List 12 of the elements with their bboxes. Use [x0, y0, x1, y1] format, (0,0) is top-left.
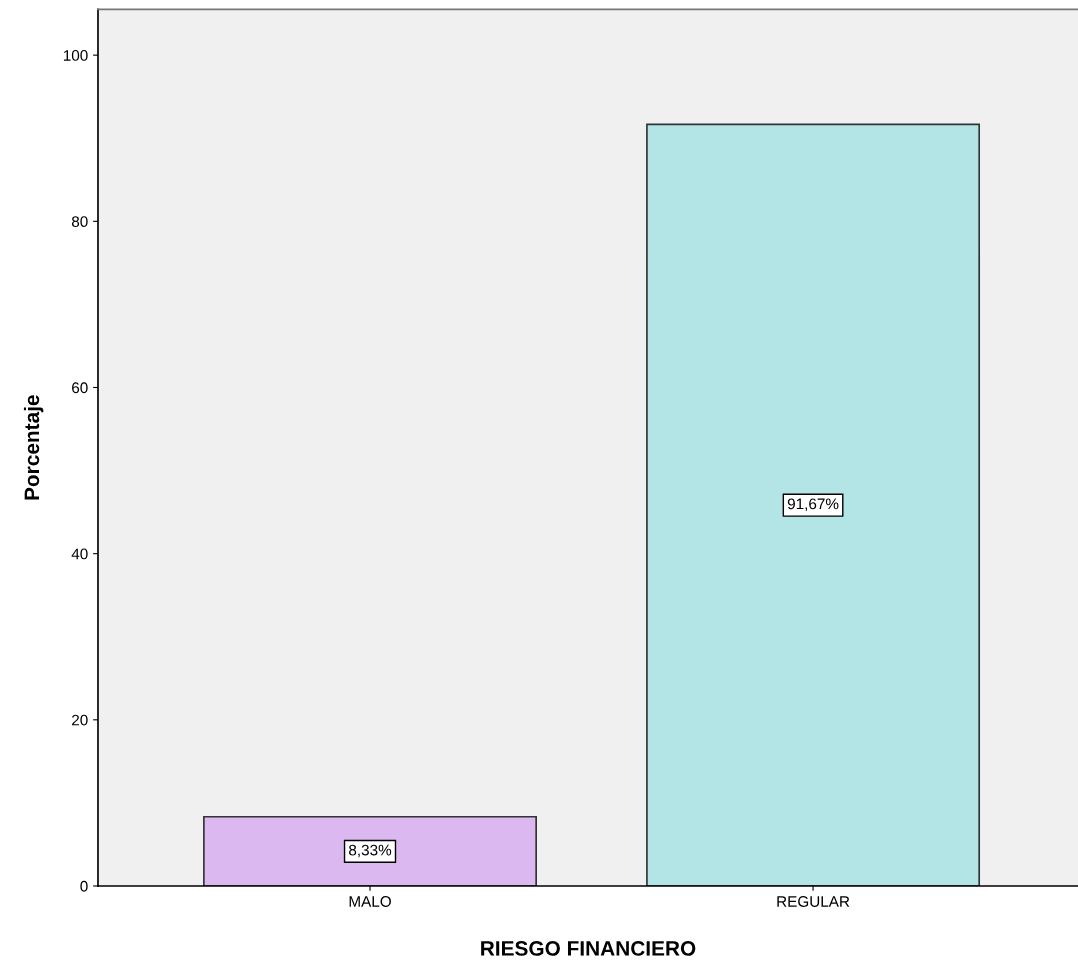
- y-tick-label: 40: [71, 548, 88, 560]
- y-tick-label: 60: [72, 382, 88, 394]
- x-axis-title: RIESGO FINANCIERO: [481, 941, 696, 956]
- y-tick-label: 0: [80, 880, 88, 892]
- data-label: 8,33%: [349, 844, 392, 858]
- y-tick-label: 100: [63, 50, 88, 61]
- x-tick-label: MALO: [349, 896, 391, 907]
- data-label: 91,67%: [787, 498, 839, 512]
- y-tick-label: 80: [71, 216, 88, 228]
- x-tick-label: REGULAR: [777, 896, 850, 907]
- y-tick-label: 20: [72, 714, 88, 726]
- y-axis-title: Porcentaje: [23, 395, 44, 500]
